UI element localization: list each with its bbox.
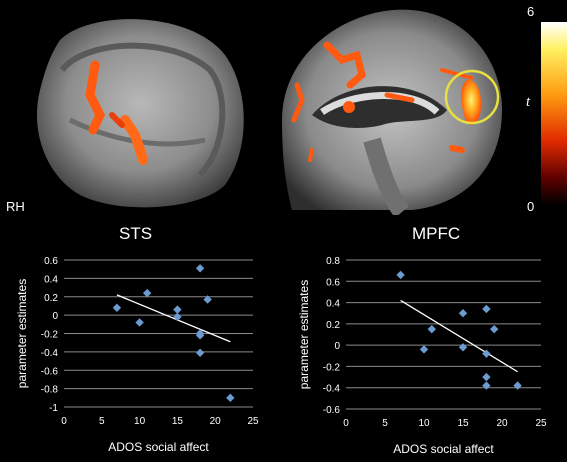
data-point	[173, 305, 182, 314]
data-point	[419, 345, 429, 354]
data-point	[195, 331, 205, 340]
x-tick-label: 0	[61, 416, 67, 427]
data-point	[195, 264, 205, 273]
y-tick-label: 0.4	[44, 274, 58, 285]
activation-blob	[323, 41, 366, 89]
data-point	[427, 324, 436, 334]
x-tick-label: 0	[343, 418, 349, 429]
x-axis-label: ADOS social affect	[108, 440, 209, 454]
hemisphere-label: RH	[6, 199, 25, 214]
x-tick-label: 20	[496, 418, 508, 429]
mpfc-title: MPFC	[412, 224, 461, 243]
data-point	[513, 381, 522, 390]
x-tick-label: 15	[457, 418, 469, 429]
y-axis-label: parameter estimates	[297, 280, 311, 389]
y-tick-label: -1	[49, 403, 58, 414]
x-tick-label: 25	[247, 416, 259, 427]
y-tick-label: -0.6	[323, 405, 341, 416]
data-point	[173, 312, 182, 322]
data-point	[490, 324, 499, 334]
y-tick-label: 0.6	[44, 256, 58, 267]
y-tick-label: -0.2	[323, 362, 341, 373]
data-point	[458, 309, 468, 318]
activation-mpfc	[461, 79, 482, 125]
data-point	[458, 343, 468, 352]
x-tick-label: 5	[99, 416, 105, 427]
x-tick-label: 10	[418, 418, 430, 429]
x-tick-label: 5	[382, 418, 388, 429]
y-tick-label: 0.2	[326, 320, 340, 331]
x-tick-label: 10	[134, 416, 146, 427]
y-tick-label: 0.2	[44, 293, 58, 304]
x-axis-label: ADOS social affect	[393, 442, 494, 456]
y-tick-label: -0.6	[41, 366, 59, 377]
y-tick-label: -0.2	[41, 330, 59, 341]
x-tick-label: 15	[172, 416, 184, 427]
brain-image-rh-lateral	[0, 0, 258, 215]
y-tick-label: 0.6	[326, 277, 340, 288]
data-point	[226, 393, 235, 403]
trendline	[116, 294, 231, 343]
data-point	[142, 288, 152, 298]
y-tick-label: -0.8	[41, 385, 59, 396]
sts-title: STS	[119, 224, 153, 243]
x-tick-label: 25	[535, 418, 547, 429]
y-tick-label: 0	[52, 311, 58, 322]
roi-circle	[444, 69, 500, 125]
data-point	[396, 270, 405, 280]
y-tick-label: -0.4	[323, 384, 341, 395]
colorbar-min-label: 0	[527, 199, 535, 214]
data-point	[135, 318, 144, 327]
activation-blob	[85, 60, 105, 135]
y-tick-label: -0.4	[41, 348, 59, 359]
data-point	[203, 295, 212, 304]
colorbar	[541, 22, 567, 205]
brain-image-midsagittal	[262, 0, 507, 215]
data-point	[482, 349, 491, 358]
sts-scatter-plot: 0.60.40.20-0.2-0.4-0.6-0.8-10 5 10 15 20 25AD…	[15, 256, 259, 454]
x-tick-label: 20	[210, 416, 222, 427]
t-statistic-label: t	[526, 94, 531, 110]
data-point	[482, 304, 491, 314]
y-tick-label: 0	[334, 341, 340, 352]
y-tick-label: 0.8	[326, 256, 340, 267]
mpfc-scatter-plot: 0.80.60.40.20-0.2-0.4-0.60 5 10 15 20 25ADOS …	[297, 256, 547, 456]
data-point	[482, 381, 491, 390]
y-axis-label: parameter estimates	[15, 279, 29, 388]
data-point	[195, 348, 205, 357]
data-point	[112, 303, 122, 312]
trendline	[400, 299, 518, 373]
data-point	[482, 372, 491, 382]
activation-blob	[120, 115, 148, 165]
y-tick-label: 0.4	[326, 299, 340, 310]
colorbar-max-label: 6	[527, 4, 535, 19]
